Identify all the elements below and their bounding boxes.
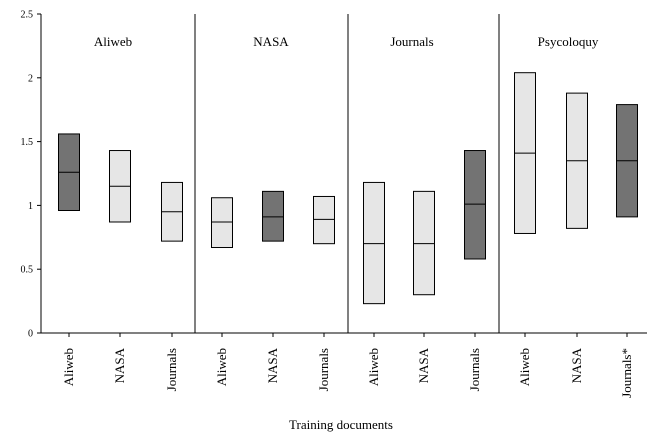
x-category-label: Journals: [467, 348, 482, 391]
group-title: Aliweb: [94, 34, 132, 49]
group-title: NASA: [253, 34, 289, 49]
box: [363, 181, 385, 305]
box: [262, 190, 284, 242]
x-category-label: Aliweb: [61, 348, 76, 386]
y-tick-label: 0: [28, 329, 33, 340]
box: [211, 197, 233, 249]
x-category-label: Journals*: [619, 348, 634, 398]
x-category-label: Aliweb: [366, 348, 381, 386]
x-category-label: Aliweb: [214, 348, 229, 386]
y-axis: 0 0.5 1 1.5 2 2.5: [21, 10, 647, 340]
y-tick-label: 2.5: [21, 10, 34, 21]
box: [313, 195, 335, 245]
box: [413, 190, 435, 296]
group-title: Journals: [390, 34, 433, 49]
group-titles: Aliweb NASA Journals Psycoloquy: [94, 34, 599, 49]
x-category-label: NASA: [265, 347, 280, 383]
boxes: [58, 72, 638, 305]
box: [464, 150, 486, 260]
group-title: Psycoloquy: [538, 34, 599, 49]
y-tick-label: 2: [28, 73, 33, 84]
group-dividers: [194, 14, 500, 333]
x-category-label: Journals: [164, 348, 179, 391]
x-category-label: NASA: [569, 347, 584, 383]
y-tick-label: 1.5: [21, 137, 34, 148]
x-category-label: Aliweb: [517, 348, 532, 386]
x-category-label: NASA: [112, 347, 127, 383]
y-tick-label: 1: [28, 201, 33, 212]
category-labels: Aliweb NASA Journals Aliweb NASA Journals Aliw…: [61, 347, 634, 397]
x-category-label: NASA: [416, 347, 431, 383]
y-tick-label: 0.5: [21, 265, 34, 276]
x-category-label: Journals: [316, 348, 331, 391]
x-axis-title: Training documents: [289, 417, 393, 432]
